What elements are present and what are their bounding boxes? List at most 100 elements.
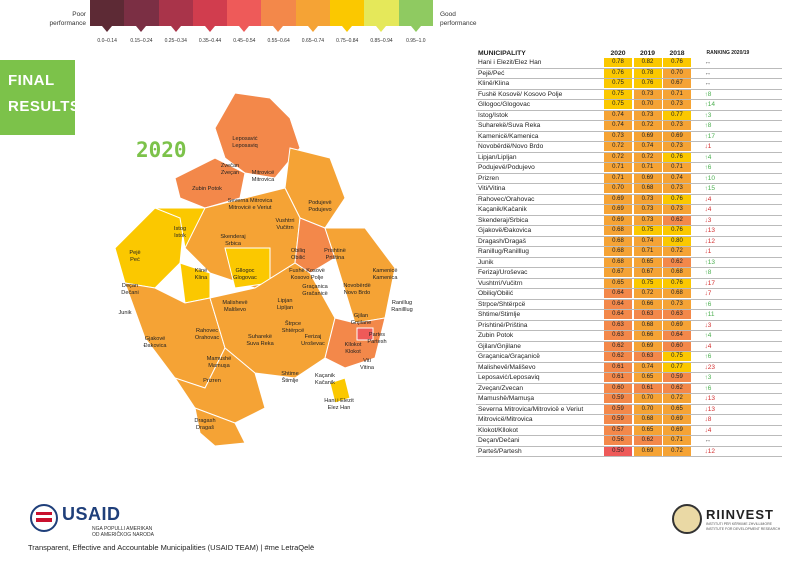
usaid-seal-icon <box>30 504 58 532</box>
usaid-logo-block: USAID NGA POPULLI AMERIKAN OD AMERIČKOG … <box>30 504 154 540</box>
table-row: Leposaviċ/Leposaviq 0.61 0.65 0.59 ↑3 <box>476 373 782 384</box>
score-cell-v20: 0.69 <box>604 205 632 215</box>
header-2019: 2019 <box>639 49 656 57</box>
region-partesh <box>356 327 374 341</box>
table-row: Hani i Elezit/Elez Han 0.78 0.82 0.76 ↔ <box>476 58 782 69</box>
map-label: Kamenicë Kamenica <box>372 268 398 281</box>
map-label: Zubin Potok <box>192 186 222 192</box>
ranking-change: ↓1 <box>704 143 712 151</box>
table-row: Štrpce/Shtërpcë 0.64 0.66 0.73 ↑6 <box>476 299 782 310</box>
municipality-name: Mamushë/Mamuşa <box>478 395 535 403</box>
score-cell-v18: 0.72 <box>663 394 691 404</box>
score-cell-v19: 0.63 <box>633 310 662 320</box>
map-label: Suharekë Suva Reka <box>246 334 274 347</box>
table-row: Prizren 0.71 0.69 0.74 ↑10 <box>476 173 782 184</box>
map-label: Klinë Klina <box>194 268 208 281</box>
score-cell-v20: 0.57 <box>604 425 632 435</box>
table-row: Dragash/Dragaš 0.68 0.74 0.80 ↓12 <box>476 236 782 247</box>
municipality-name: Štrpce/Shtërpcë <box>478 300 526 308</box>
ranking-change: ↓12 <box>704 237 715 245</box>
municipality-name: Istog/Istok <box>478 111 509 119</box>
map-label: Lipjan Lipljan <box>276 298 294 311</box>
table-row: Podujevë/Podujevo 0.71 0.71 0.71 ↑6 <box>476 163 782 174</box>
map-label: Severna Mitrovica Mitrovicë e Veriut <box>227 198 273 211</box>
score-cell-v19: 0.69 <box>633 131 662 141</box>
municipality-name: Graçanica/Graçanicë <box>478 353 540 361</box>
legend-range-label: 0.85–0.94 <box>370 38 393 44</box>
ranking-change: ↓4 <box>704 206 712 214</box>
map-label: Kllokot Klokot <box>344 342 362 355</box>
map-label: Fushë Kosovë Kosovo Polje <box>289 268 325 281</box>
score-cell-v20: 0.68 <box>604 257 632 267</box>
score-cell-v19: 0.73 <box>633 215 662 225</box>
map-label: Novobërdë Novo Brdo <box>343 283 371 296</box>
score-cell-v19: 0.62 <box>633 436 662 446</box>
legend-swatch <box>227 0 262 32</box>
table-row: Mitrovicë/Mitrovica 0.59 0.68 0.69 ↓8 <box>476 415 782 426</box>
municipality-name: Lipjan/Lipljan <box>478 153 517 161</box>
score-cell-v20: 0.68 <box>604 226 632 236</box>
score-cell-v20: 0.68 <box>604 247 632 257</box>
score-cell-v18: 0.76 <box>663 58 691 68</box>
color-legend: 0.0–0.14 0.15–0.24 0.25–0.34 0.35–0.44 0.45–… <box>90 0 433 48</box>
legend-swatch <box>398 0 433 32</box>
table-row: Viti/Vitina 0.70 0.68 0.73 ↑15 <box>476 184 782 195</box>
score-cell-v20: 0.59 <box>604 415 632 425</box>
score-cell-v19: 0.73 <box>633 194 662 204</box>
score-cell-v19: 0.70 <box>633 394 662 404</box>
riinvest-logo-block: RIINVEST INSTITUTI PËR KËRKIME ZHVILLIMO… <box>672 502 780 538</box>
ranking-change: ↓12 <box>704 447 715 455</box>
score-cell-v18: 0.73 <box>663 299 691 309</box>
map-label: Graçanica Gračanicë <box>302 284 328 297</box>
map-label: Prizren <box>203 378 221 384</box>
municipality-name: Prishtinë/Priština <box>478 321 528 329</box>
table-row: Shtime/Štimlje 0.64 0.63 0.63 ↑11 <box>476 310 782 321</box>
map-label: Zvečan Zveçan <box>220 163 240 176</box>
municipality-name: Prizren <box>478 174 499 182</box>
map-label: Štrpce Shtërpcë <box>281 321 305 334</box>
municipality-name: Gjakovë/Đakovica <box>478 227 532 235</box>
score-cell-v20: 0.69 <box>604 194 632 204</box>
score-cell-v18: 0.62 <box>663 215 691 225</box>
score-cell-v20: 0.62 <box>604 341 632 351</box>
score-cell-v19: 0.65 <box>633 425 662 435</box>
region-hani-elezit <box>329 377 351 404</box>
score-cell-v19: 0.69 <box>633 446 662 456</box>
score-cell-v20: 0.71 <box>604 173 632 183</box>
header-ranking: RANKING 2020/19 <box>706 50 750 56</box>
score-cell-v18: 0.71 <box>663 436 691 446</box>
ranking-change: ↔ <box>704 59 712 67</box>
municipality-name: Ferizaj/Uroševac <box>478 269 528 277</box>
map-label: Prishtinë Priština <box>324 248 346 261</box>
map-label: Mitrovicë Mitrovica <box>251 170 275 183</box>
score-cell-v20: 0.75 <box>604 100 632 110</box>
score-cell-v19: 0.68 <box>633 320 662 330</box>
score-cell-v18: 0.67 <box>663 79 691 89</box>
score-cell-v18: 0.73 <box>663 121 691 131</box>
score-cell-v19: 0.65 <box>633 373 662 383</box>
score-cell-v20: 0.73 <box>604 131 632 141</box>
legend-range-label: 0.0–0.14 <box>97 38 117 44</box>
map-label: Ferizaj Uroševac <box>301 334 325 347</box>
map-label: Malishevë Mališevo <box>222 300 248 313</box>
score-cell-v20: 0.67 <box>604 268 632 278</box>
score-cell-v19: 0.67 <box>633 268 662 278</box>
ranking-change: ↓13 <box>704 405 715 413</box>
table-row: Novobërdë/Novo Brdo 0.72 0.74 0.73 ↓1 <box>476 142 782 153</box>
map-label: Ranillug Ranilllug <box>391 300 413 313</box>
table-row: Suharekë/Suva Reka 0.74 0.72 0.73 ↑8 <box>476 121 782 132</box>
table-row: Ranillug/Ranilllug 0.68 0.71 0.72 ↓1 <box>476 247 782 258</box>
score-cell-v19: 0.72 <box>633 121 662 131</box>
table-row: Obiliq/Obilić 0.64 0.72 0.68 ↓7 <box>476 289 782 300</box>
score-cell-v18: 0.65 <box>663 404 691 414</box>
score-cell-v20: 0.68 <box>604 236 632 246</box>
municipality-name: Klinë/Klina <box>478 80 510 88</box>
score-cell-v19: 0.74 <box>633 362 662 372</box>
ranking-change: ↑3 <box>704 111 712 119</box>
municipality-name: Kaçanik/Kačanik <box>478 206 527 214</box>
score-cell-v18: 0.72 <box>663 446 691 456</box>
map-label: Gjilan Gnjilane <box>350 313 372 326</box>
legend-range-label: 0.35–0.44 <box>198 38 222 44</box>
ranking-change: ↓4 <box>704 426 712 434</box>
legend-range-label: 0.15–0.24 <box>130 38 153 44</box>
